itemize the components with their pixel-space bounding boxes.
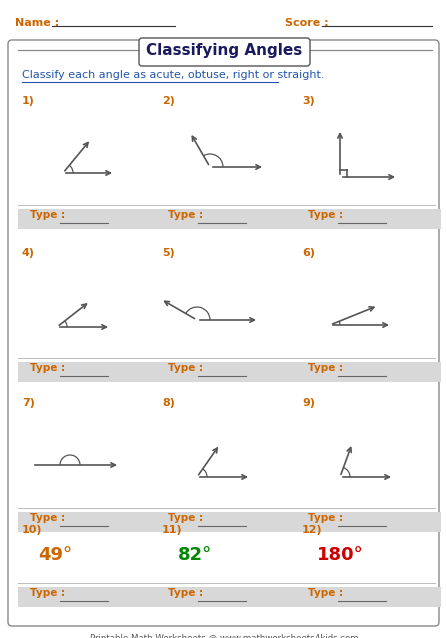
Text: 11): 11)	[162, 525, 183, 535]
Text: 2): 2)	[162, 96, 175, 106]
Text: 4): 4)	[22, 248, 35, 258]
Text: Score :: Score :	[285, 18, 329, 28]
Text: Classify each angle as acute, obtuse, right or straight.: Classify each angle as acute, obtuse, ri…	[22, 70, 325, 80]
Text: 5): 5)	[162, 248, 175, 258]
Text: 12): 12)	[302, 525, 323, 535]
Text: 3): 3)	[302, 96, 315, 106]
Text: Type :: Type :	[308, 513, 343, 523]
Bar	[18, 209, 441, 229]
Bar	[18, 362, 441, 382]
Bar	[18, 587, 441, 607]
FancyBboxPatch shape	[139, 38, 310, 66]
FancyBboxPatch shape	[8, 40, 439, 626]
Text: 6): 6)	[302, 248, 315, 258]
Text: 49°: 49°	[38, 546, 72, 564]
Text: Type :: Type :	[168, 588, 203, 598]
Text: Printable Math Worksheets @ www.mathworksheets4kids.com: Printable Math Worksheets @ www.mathwork…	[90, 633, 358, 638]
Text: 1): 1)	[22, 96, 35, 106]
Text: 9): 9)	[302, 398, 315, 408]
Text: Type :: Type :	[168, 363, 203, 373]
Text: Type :: Type :	[308, 363, 343, 373]
Text: 8): 8)	[162, 398, 175, 408]
Text: Type :: Type :	[30, 513, 65, 523]
Text: 7): 7)	[22, 398, 35, 408]
Bar	[18, 512, 441, 532]
Text: Type :: Type :	[168, 513, 203, 523]
Text: Name :: Name :	[15, 18, 59, 28]
Text: Type :: Type :	[308, 210, 343, 220]
Text: 180°: 180°	[316, 546, 363, 564]
Text: Classifying Angles: Classifying Angles	[146, 43, 302, 57]
Text: Type :: Type :	[30, 210, 65, 220]
Text: Type :: Type :	[30, 363, 65, 373]
Text: 10): 10)	[22, 525, 42, 535]
Text: 82°: 82°	[178, 546, 212, 564]
Text: Type :: Type :	[168, 210, 203, 220]
Text: Type :: Type :	[30, 588, 65, 598]
Text: Type :: Type :	[308, 588, 343, 598]
